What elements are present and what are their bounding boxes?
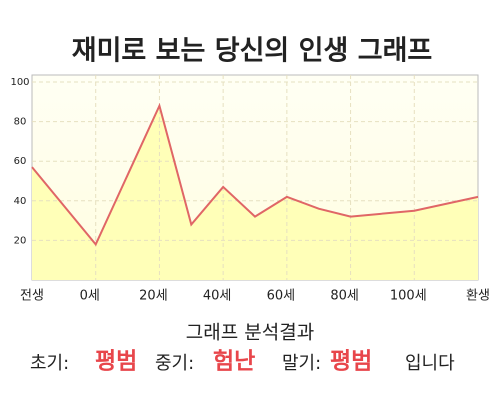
result-value: 험난 (213, 349, 255, 375)
y-tick-label: 40 (14, 196, 27, 207)
y-tick-label: 20 (14, 235, 27, 246)
result-label: 초기: (30, 353, 69, 374)
y-tick-label: 80 (14, 117, 27, 128)
x-tick-label: 환생 (466, 289, 490, 304)
result-value: 평범 (330, 349, 372, 375)
result-value: 평범 (95, 349, 137, 375)
analysis-title: 그래프 분석결과 (186, 322, 314, 344)
line (31, 102, 479, 247)
y-tick-label: 60 (14, 156, 27, 167)
x-tick-label: 0세 (80, 289, 100, 304)
result-suffix: 입니다 (405, 353, 455, 374)
y-tick-label: 100 (10, 77, 29, 88)
result-label: 말기: (282, 353, 321, 374)
result-label: 중기: (155, 353, 194, 374)
x-tick-label: 60세 (267, 289, 296, 304)
x-tick-label: 100세 (390, 289, 427, 304)
x-tick-label: 80세 (330, 289, 359, 304)
x-tick-label: 40세 (203, 289, 232, 304)
x-tick-label: 20세 (139, 289, 168, 304)
area (32, 105, 478, 280)
chart-title: 재미로 보는 당신의 인생 그래프 (72, 36, 433, 67)
x-tick-label: 전생 (20, 289, 44, 304)
